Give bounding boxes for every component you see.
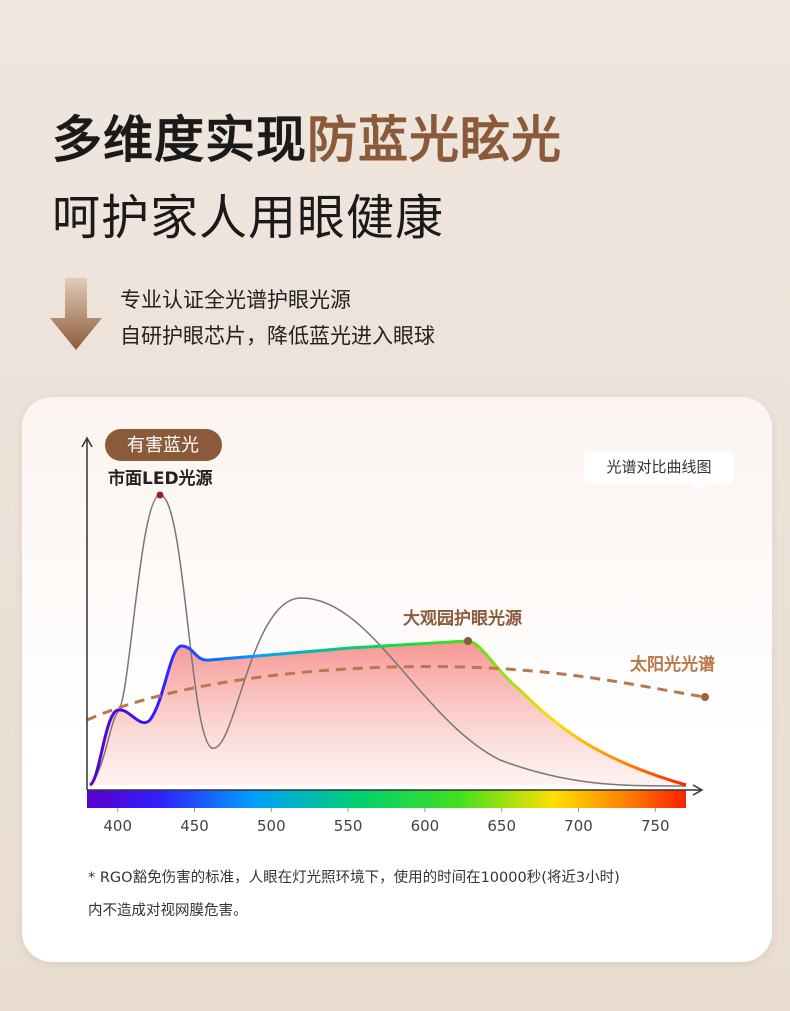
spectrum-bar [87, 790, 686, 808]
tag-tail [690, 483, 706, 490]
y-arrow [81, 436, 93, 448]
tag: 光谱对比曲线图 [606, 458, 711, 476]
led-label: 市面LED光源 [108, 468, 213, 489]
sun-dot [701, 693, 709, 701]
bullet: 自研护眼芯片，降低蓝光进入眼球 [120, 324, 435, 348]
x-tick-label: 400 [103, 817, 132, 835]
arrow-icon [50, 278, 102, 350]
tag-bg [584, 451, 734, 483]
sun-label: 太阳光光谱 [630, 654, 715, 675]
x-tick-label: 500 [257, 817, 286, 835]
x-tick-label: 750 [641, 817, 670, 835]
title-line2: 呵护家人用眼健康 [52, 190, 445, 246]
x-tick-label: 700 [564, 817, 593, 835]
led-curve [89, 494, 687, 787]
title-accent: 防蓝光眩光 [307, 111, 562, 169]
title-line1: 多维度实现防蓝光眩光 [52, 100, 562, 172]
ours-curve [88, 639, 687, 787]
title-dark: 多维度实现 [52, 111, 307, 169]
ours-area [90, 640, 686, 785]
footnote: 内不造成对视网膜危害。 [88, 903, 248, 919]
sun-curve [86, 665, 706, 722]
badge-bg [105, 429, 222, 461]
ours-dot [464, 637, 472, 645]
ours-label: 大观园护眼光源 [403, 608, 522, 629]
x-tick-label: 650 [487, 817, 516, 835]
bullet: 专业认证全光谱护眼光源 [120, 288, 351, 312]
badge: 有害蓝光 [127, 435, 199, 456]
led-dot [156, 491, 164, 499]
x-tick-label: 550 [334, 817, 363, 835]
x-arrow [692, 784, 704, 796]
x-tick-label: 450 [180, 817, 209, 835]
footnote: * RGO豁免伤害的标准，人眼在灯光照环境下，使用的时间在10000秒(将近3小… [88, 870, 620, 886]
x-tick-label: 600 [411, 817, 440, 835]
